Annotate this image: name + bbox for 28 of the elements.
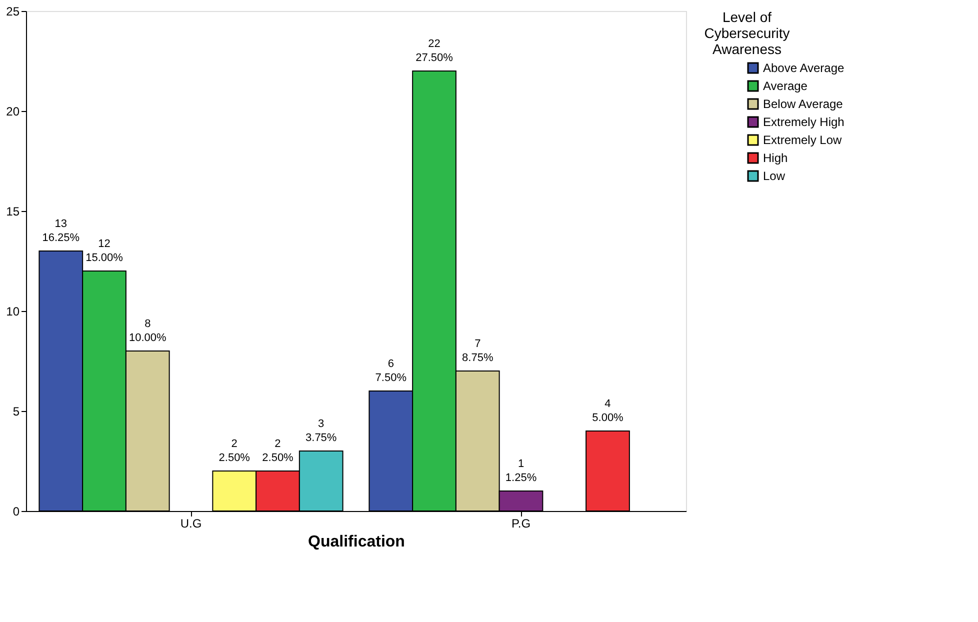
legend-label: Average bbox=[763, 79, 808, 93]
x-axis-title: Qualification bbox=[308, 534, 405, 550]
y-tick-label: 0 bbox=[12, 504, 20, 518]
data-label: 2 2.50% bbox=[218, 438, 250, 464]
data-label: 1 1.25% bbox=[505, 458, 537, 484]
y-tick-label: 25 bbox=[6, 4, 20, 18]
x-tick-label: P.G bbox=[511, 516, 531, 530]
data-label: 6 7.50% bbox=[375, 358, 407, 384]
data-label: 8 10.00% bbox=[128, 318, 166, 344]
x-tick-label: U.G bbox=[180, 516, 202, 530]
data-label: 2 2.50% bbox=[262, 438, 294, 464]
data-label: 7 8.75% bbox=[462, 338, 494, 364]
data-label: 22 27.50% bbox=[416, 38, 454, 64]
legend-title: Level of Cybersecurity Awareness bbox=[704, 9, 790, 57]
data-label: 12 15.00% bbox=[86, 238, 124, 264]
data-label: 13 16.25% bbox=[42, 218, 80, 244]
y-tick-label: 10 bbox=[6, 304, 20, 318]
legend-label: Below Average bbox=[763, 97, 844, 111]
data-label: 3 3.75% bbox=[306, 418, 337, 444]
legend-label: High bbox=[763, 151, 788, 165]
legend-label: Extremely High bbox=[763, 115, 844, 129]
y-tick-label: 5 bbox=[12, 404, 20, 418]
y-tick-label: 20 bbox=[6, 104, 20, 118]
legend-label: Above Average bbox=[763, 61, 844, 75]
legend-label: Low bbox=[763, 169, 786, 183]
data-label: 4 5.00% bbox=[592, 398, 624, 424]
legend-label: Extremely Low bbox=[763, 133, 842, 147]
y-tick-label: 15 bbox=[6, 204, 20, 218]
